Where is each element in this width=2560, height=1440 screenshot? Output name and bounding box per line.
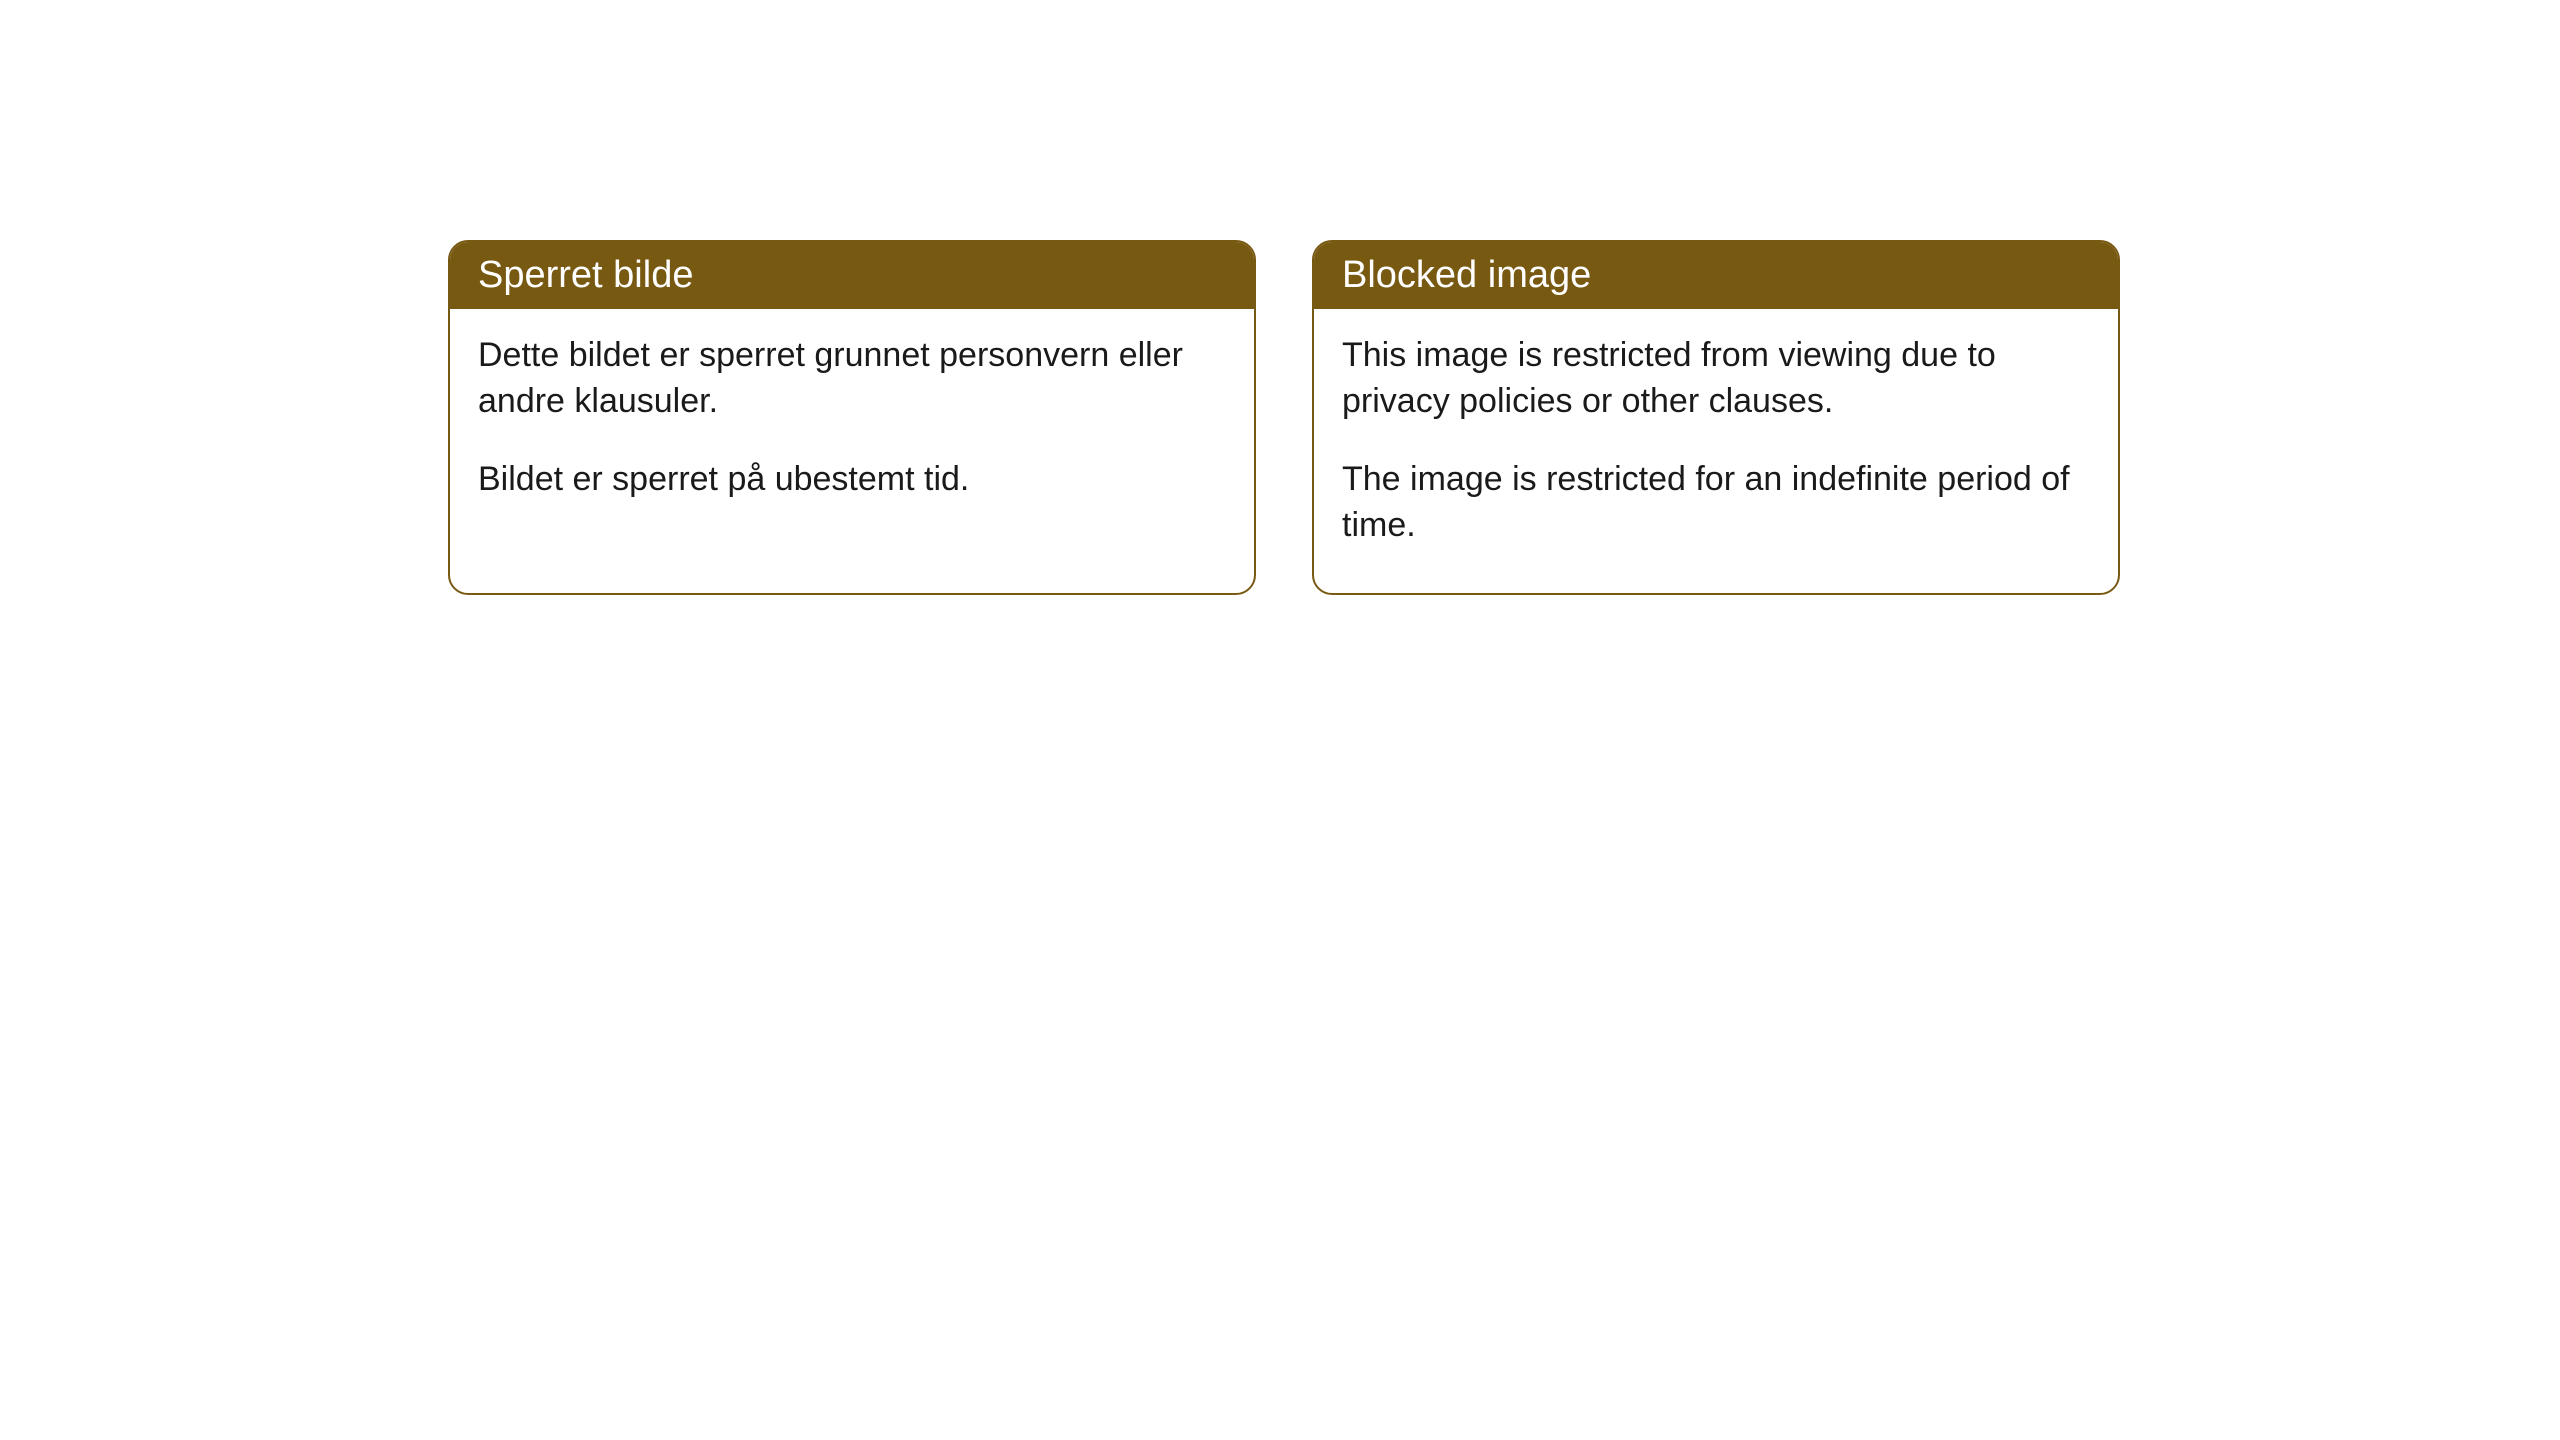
card-body: This image is restricted from viewing du… <box>1314 309 2118 593</box>
blocked-image-card-english: Blocked image This image is restricted f… <box>1312 240 2120 595</box>
card-paragraph-2: Bildet er sperret på ubestemt tid. <box>478 457 1226 503</box>
card-body: Dette bildet er sperret grunnet personve… <box>450 309 1254 547</box>
blocked-image-card-norwegian: Sperret bilde Dette bildet er sperret gr… <box>448 240 1256 595</box>
card-title: Sperret bilde <box>450 242 1254 309</box>
card-paragraph-1: This image is restricted from viewing du… <box>1342 333 2090 425</box>
card-paragraph-2: The image is restricted for an indefinit… <box>1342 457 2090 549</box>
cards-container: Sperret bilde Dette bildet er sperret gr… <box>0 0 2560 595</box>
card-title: Blocked image <box>1314 242 2118 309</box>
card-paragraph-1: Dette bildet er sperret grunnet personve… <box>478 333 1226 425</box>
